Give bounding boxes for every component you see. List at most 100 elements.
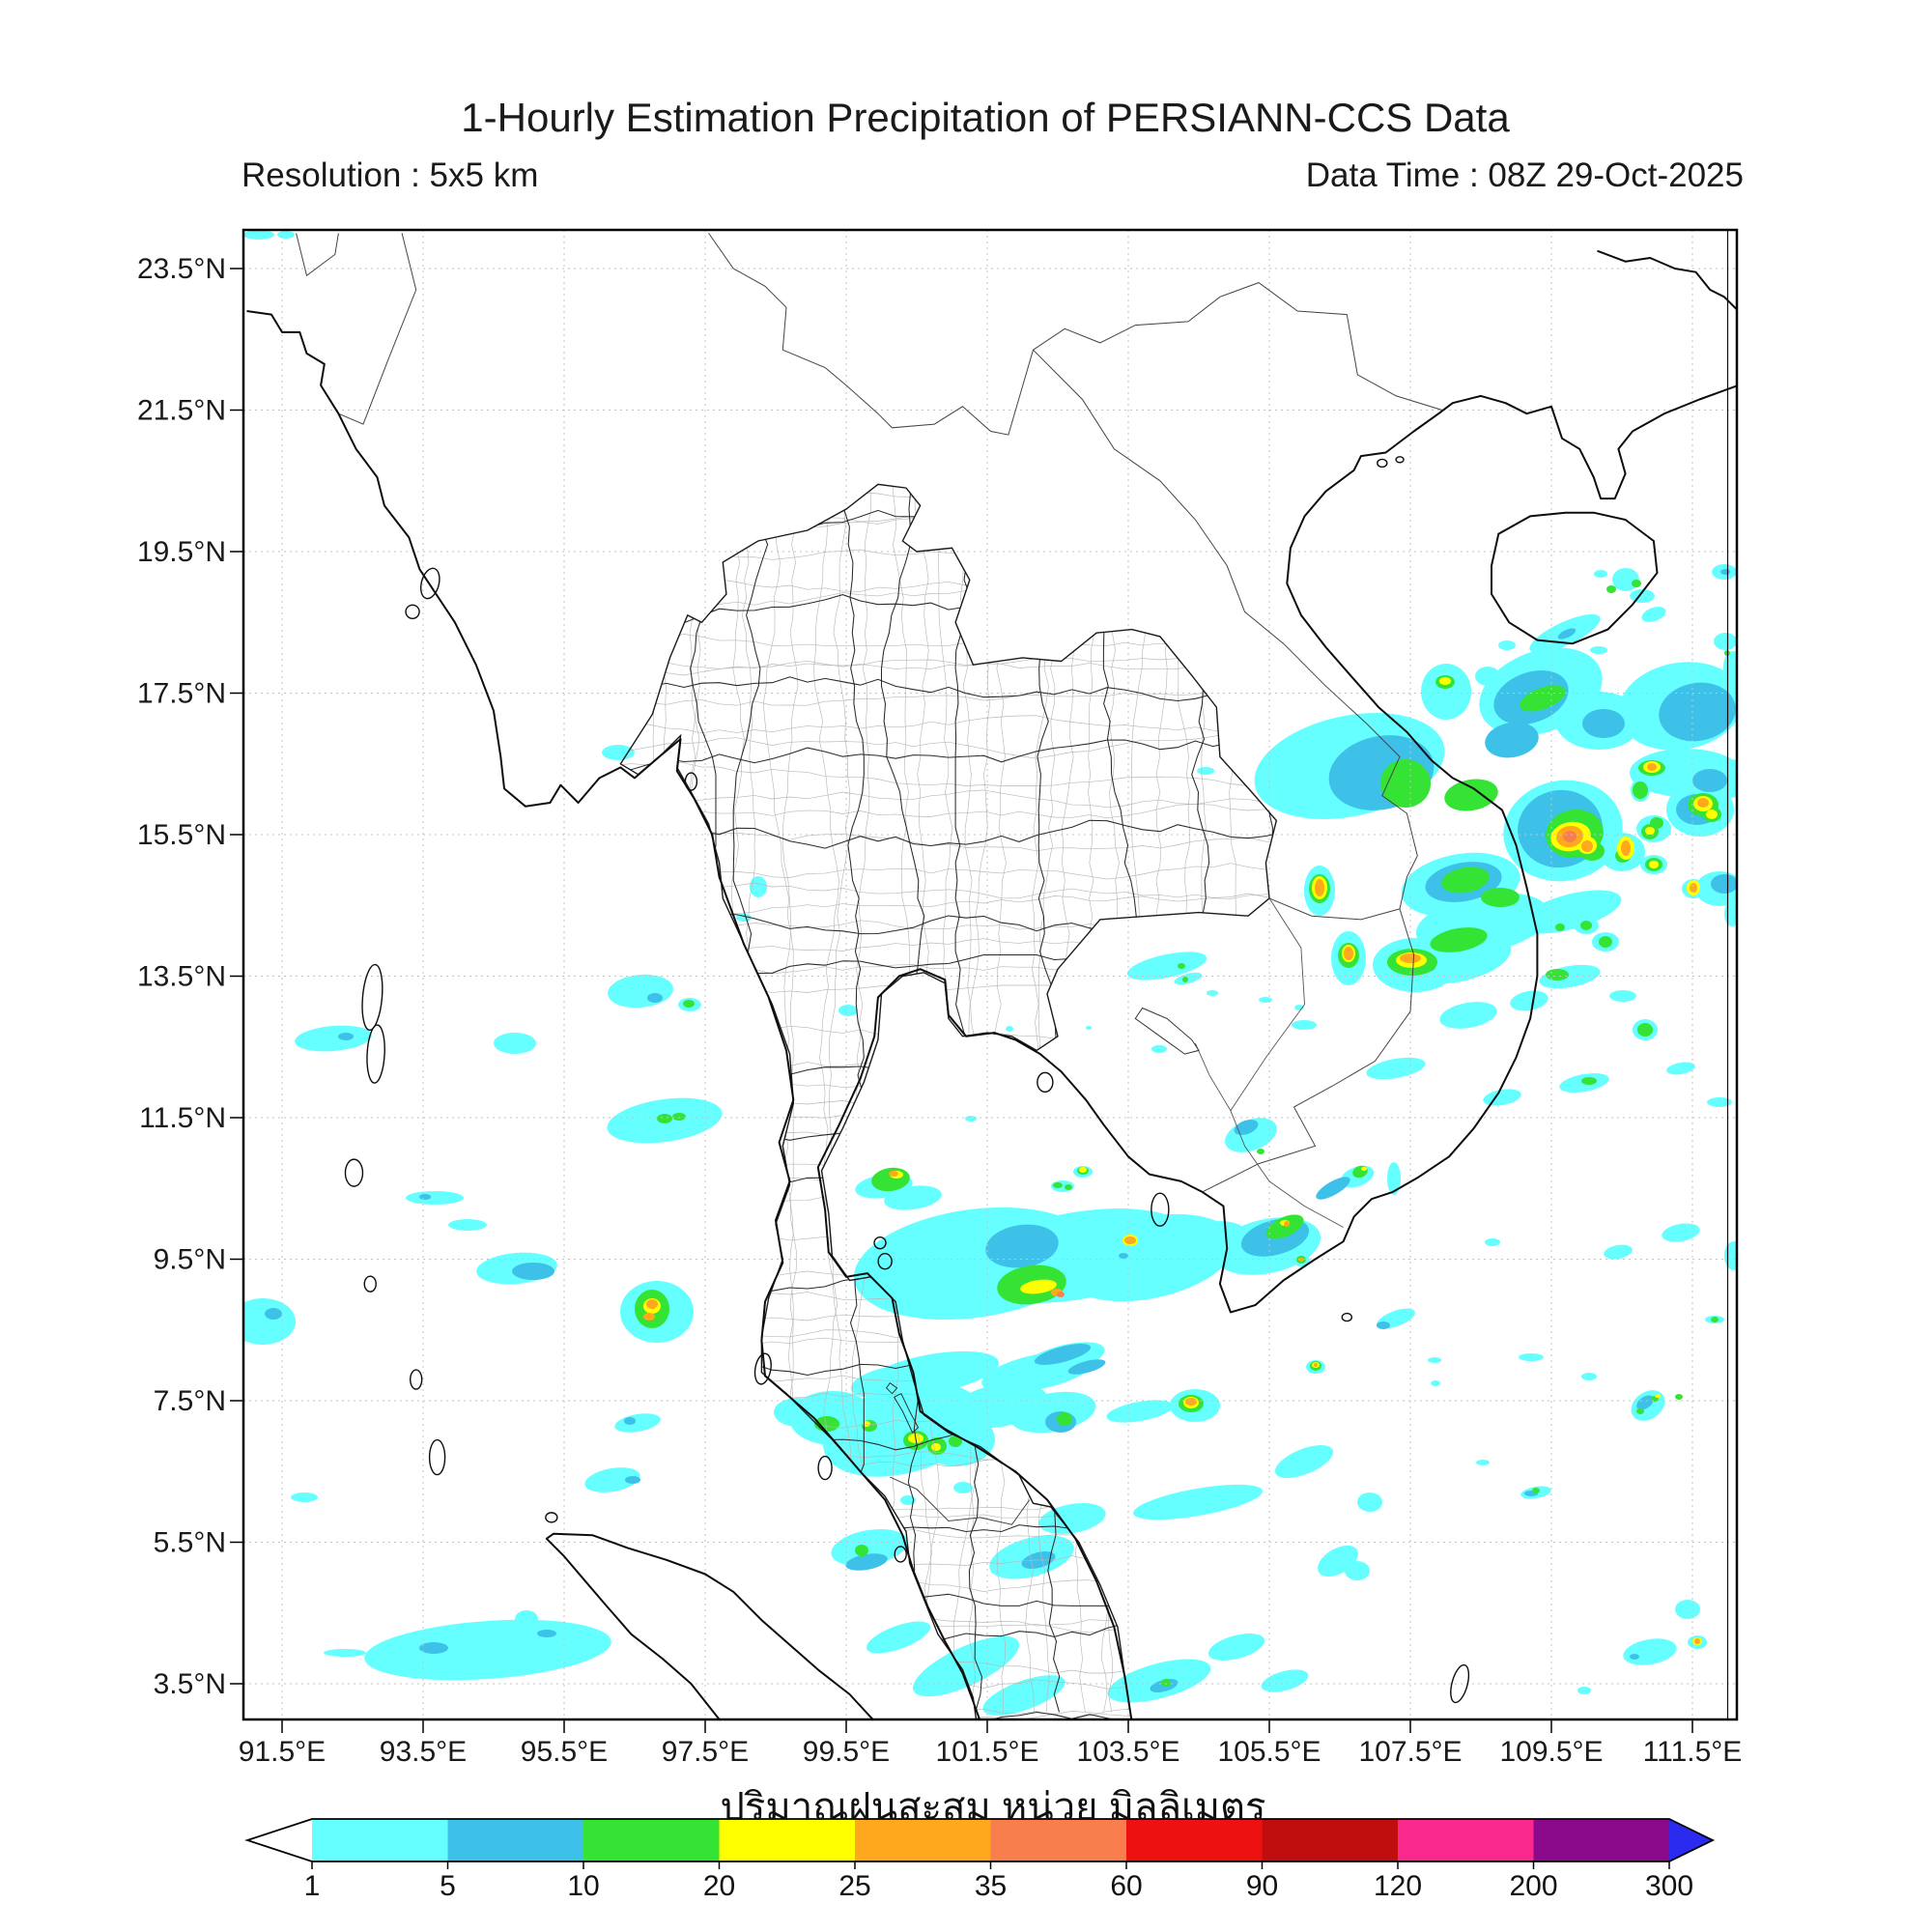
precip-cell-g [657, 1114, 672, 1123]
precip-cell-b [1119, 1253, 1128, 1259]
precip-cell-o [1344, 947, 1353, 960]
resolution-label: Resolution : 5x5 km [242, 156, 539, 194]
lon-tick-label: 107.5°E [1358, 1736, 1462, 1768]
colorbar-tick-label: 60 [1110, 1870, 1142, 1902]
precip-cell-g [1065, 1184, 1072, 1190]
island-andaman-north [361, 963, 384, 1032]
precip-cell-g [1265, 1214, 1304, 1239]
island-halong-islet-1 [1377, 458, 1388, 469]
precip-cell-o [1621, 840, 1631, 856]
precip-cell-c [1714, 633, 1737, 650]
data-time-label: Data Time : 08Z 29-Oct-2025 [1305, 156, 1744, 194]
precip-cell-c [448, 1219, 487, 1231]
precip-cell-c [900, 1495, 916, 1505]
precip-cell-y [863, 1421, 870, 1427]
precip-cell-b [1720, 569, 1730, 575]
colorbar-tick-label: 1 [304, 1870, 321, 1902]
precip-cell-c [981, 1350, 1095, 1393]
lat-tick-label: 23.5°N [137, 253, 226, 285]
precip-cell-b [1316, 1177, 1350, 1200]
precip-cell-c [1274, 1445, 1334, 1478]
precip-cell-c [584, 1467, 640, 1492]
precip-cell-c [1594, 570, 1607, 578]
island-con-dao [1341, 1312, 1353, 1322]
precip-cell-b [265, 1308, 282, 1320]
precip-cell-c [291, 1492, 318, 1502]
precip-cell-c [831, 1528, 908, 1567]
precip-cell-g [1057, 1412, 1072, 1426]
lat-tick-label: 13.5°N [137, 961, 226, 993]
island-great-nicobar [428, 1438, 446, 1476]
colorbar-tick-label: 25 [838, 1870, 870, 1902]
precip-cell-b [845, 1553, 888, 1571]
lat-tick-label: 11.5°N [139, 1102, 226, 1134]
precip-cell-c [1483, 1089, 1521, 1106]
precip-cell-y [1655, 1394, 1661, 1398]
axes-layer: 91.5°E 93.5°E 95.5°E 97.5°E 99.5°E 101.5°E 103… [137, 253, 1742, 1768]
precip-cell-c [295, 1025, 372, 1052]
precip-cell-c [838, 1005, 858, 1016]
precip-cell-y [1079, 1167, 1087, 1173]
precip-cell-c [1428, 1357, 1441, 1363]
lat-tick-label: 19.5°N [137, 536, 226, 568]
precip-cell-c [1421, 664, 1471, 720]
precip-cell-b [624, 1417, 636, 1425]
precip-cell-y [1649, 861, 1659, 868]
precip-cell-b [625, 1476, 640, 1484]
island-weh [545, 1512, 558, 1523]
precip-cell-c [1439, 1002, 1497, 1029]
precip-cell-g [1161, 1679, 1171, 1687]
precip-cell-c [1604, 1244, 1633, 1260]
precip-cell-c [750, 876, 767, 897]
precip-cell-c [1675, 1600, 1700, 1619]
colorbar-tick-label: 10 [567, 1870, 599, 1902]
precip-cell-c [912, 1635, 1020, 1697]
precip-cell-g [1257, 1149, 1264, 1154]
lon-tick-label: 103.5°E [1076, 1736, 1179, 1768]
precip-cell-g [1546, 969, 1569, 980]
precip-cell-c [1225, 1118, 1277, 1152]
lon-tick-label: 109.5°E [1499, 1736, 1603, 1768]
precip-cell-g [1520, 685, 1566, 712]
precip-cell-o [1284, 1221, 1290, 1227]
precip-cell-y [1020, 1279, 1057, 1294]
precip-cell-g [1580, 921, 1592, 930]
precip-cell-c [1707, 1097, 1732, 1107]
colorbar-tick-label: 200 [1509, 1870, 1557, 1902]
precip-cell-c [406, 1191, 464, 1205]
lon-tick-label: 91.5°E [239, 1736, 326, 1768]
precip-cell-c [1659, 755, 1693, 771]
precip-cell-g [1637, 1023, 1653, 1037]
precip-cell-g [672, 1113, 686, 1121]
precip-cell-o [1185, 1398, 1197, 1406]
precip-cell-c [1498, 640, 1516, 650]
island-tarutao [817, 1455, 833, 1481]
island-nicobar [410, 1369, 423, 1390]
precip-cell-c [515, 1610, 538, 1628]
precip-cell-o [1581, 840, 1593, 852]
precip-cell-c [364, 1619, 611, 1681]
precip-cell-c [1609, 990, 1636, 1002]
island-bilugyun [684, 772, 698, 791]
precip-cell-c [1666, 1062, 1695, 1075]
precip-cell-c [953, 1482, 973, 1493]
precip-cell-c [608, 974, 673, 1009]
island-halong-islet-2 [1395, 456, 1405, 464]
precip-cell-y [1361, 1167, 1367, 1171]
precip-cell-c [1261, 1669, 1309, 1692]
map-layers [243, 230, 1737, 1719]
colorbar-tick-label: 20 [703, 1870, 735, 1902]
island-phu-quoc [1151, 1192, 1170, 1227]
country-borders-layer [296, 233, 1443, 1525]
precip-cell-c [1581, 1373, 1597, 1380]
precip-cell-c [1612, 568, 1639, 591]
precip-cell-g [1532, 1488, 1540, 1493]
precip-cell-g [1632, 580, 1641, 587]
precip-cell-c [1126, 952, 1208, 980]
precip-cell-b [985, 1224, 1059, 1268]
rivers-layer [1194, 897, 1344, 1228]
precip-cell-o [889, 1171, 898, 1177]
precip-cell-c [965, 1116, 977, 1122]
precip-cell-g [855, 1545, 868, 1556]
